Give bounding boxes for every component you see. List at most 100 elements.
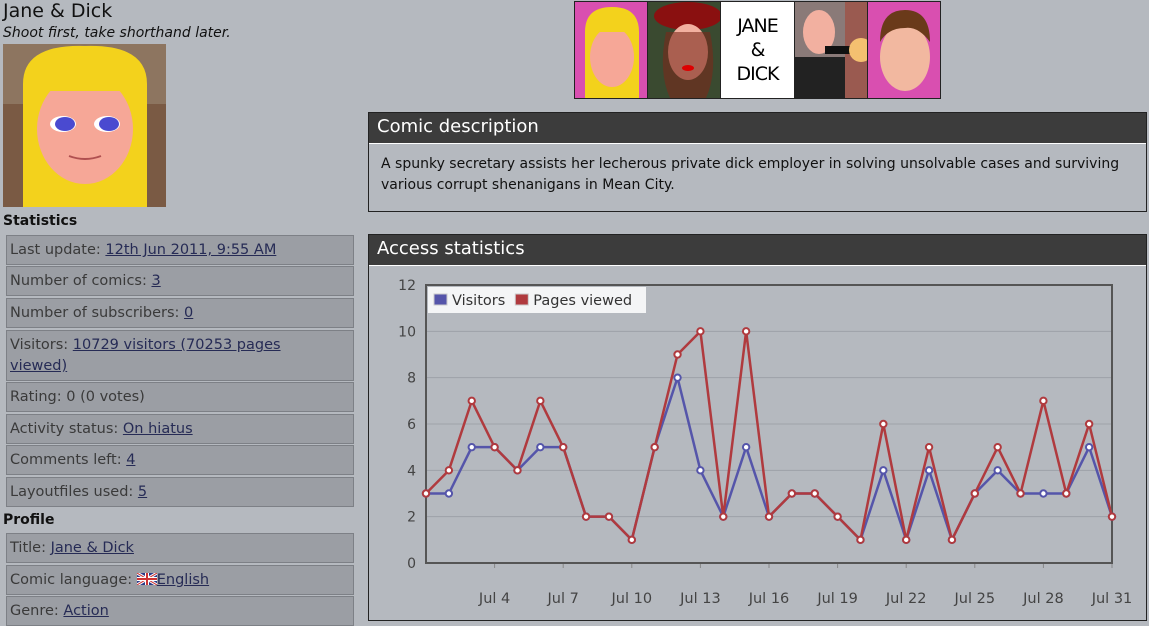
data-point: [1084, 442, 1094, 452]
data-point: [970, 489, 979, 498]
label: Comments left:: [10, 452, 127, 468]
label: Visitors:: [10, 337, 73, 353]
title-link[interactable]: Jane & Dick: [50, 540, 134, 556]
data-point: [741, 327, 751, 336]
x-tick-label: Jul 10: [611, 591, 653, 607]
profile-genre: Genre: Action: [6, 596, 354, 626]
label: Layoutfiles used:: [10, 484, 138, 500]
x-tick-label: Jul 28: [1022, 591, 1064, 607]
comic-description-panel: Comic description A spunky secretary ass…: [368, 112, 1147, 212]
data-point: [764, 512, 774, 521]
legend-swatch: [514, 293, 529, 306]
genre-link[interactable]: Action: [63, 603, 109, 619]
data-point: [467, 396, 476, 406]
x-tick-label: Jul 4: [478, 591, 510, 607]
banner-logo: JANE & DICK: [721, 2, 795, 98]
data-point: [719, 512, 728, 521]
data-point: [490, 442, 499, 452]
language-link[interactable]: English: [156, 572, 210, 588]
avatar: [3, 44, 166, 207]
data-point: [536, 396, 545, 406]
data-point: [741, 442, 751, 452]
y-tick-label: 4: [407, 463, 416, 479]
legend-swatch: [433, 293, 448, 306]
data-point: [444, 489, 454, 498]
data-point: [513, 466, 522, 475]
legend-label: Visitors: [452, 293, 505, 309]
label: Comic language:: [10, 572, 137, 588]
stat-subscribers: Number of subscribers: 0: [6, 298, 354, 328]
access-heading: Access statistics: [369, 235, 1146, 266]
subscribers-link[interactable]: 0: [184, 305, 194, 321]
label: Number of comics:: [10, 273, 152, 289]
data-point: [1107, 512, 1117, 521]
visitors-link[interactable]: 10729 visitors (70253 pages viewed): [10, 337, 281, 374]
y-tick-label: 6: [407, 417, 416, 433]
last-update-link[interactable]: 12th Jun 2011, 9:55 AM: [105, 242, 277, 258]
y-tick-label: 10: [398, 324, 416, 340]
data-point: [879, 419, 888, 429]
data-point: [1062, 489, 1071, 498]
access-statistics-panel: Access statistics 0 2 4 6 8 10 12 Jul 4 Jul 7 Jul…: [368, 234, 1147, 621]
data-point: [947, 535, 957, 545]
data-point: [627, 535, 636, 545]
uk-flag-icon: [135, 571, 158, 587]
x-tick-label: Jul 22: [885, 591, 927, 607]
data-point: [581, 512, 591, 521]
banner-jane: [575, 2, 649, 98]
data-point: [1039, 489, 1048, 498]
data-point: [421, 489, 431, 498]
x-tick-label: Jul 13: [679, 591, 721, 607]
comics-count-link[interactable]: 3: [151, 273, 161, 289]
legend-label: Pages viewed: [533, 293, 632, 309]
access-chart: 0 2 4 6 8 10 12 Jul 4 Jul 7 Jul 10 Jul 13 Jul 16 Jul…: [398, 278, 1133, 607]
data-point: [902, 535, 911, 545]
x-tick-label: Jul 31: [1091, 591, 1133, 607]
label: Number of subscribers:: [10, 305, 185, 321]
stat-comments: Comments left: 4: [6, 445, 354, 475]
data-point: [444, 466, 454, 475]
banner-woman: [648, 2, 722, 98]
data-point: [810, 489, 819, 498]
stat-activity: Activity status: On hiatus: [6, 414, 354, 444]
banner-dick: [867, 2, 941, 98]
comments-link[interactable]: 4: [126, 452, 136, 468]
data-point: [650, 442, 659, 452]
label: Last update:: [10, 242, 106, 258]
x-tick-label: Jul 16: [748, 591, 790, 607]
profile-language: Comic language: English: [6, 565, 354, 595]
data-point: [787, 489, 797, 498]
y-tick-label: 0: [407, 556, 416, 572]
description-text: A spunky secretary assists her lecherous…: [381, 156, 1120, 193]
stat-comics: Number of comics: 3: [6, 266, 354, 296]
data-point: [696, 466, 705, 475]
data-point: [924, 442, 934, 452]
x-tick-label: Jul 19: [816, 591, 858, 607]
comic-banner[interactable]: JANE & DICK: [574, 1, 941, 99]
label: Activity status:: [10, 421, 123, 437]
y-tick-label: 8: [407, 371, 416, 387]
plot-frame: [425, 284, 1113, 564]
stat-last-update: Last update: 12th Jun 2011, 9:55 AM: [6, 235, 354, 265]
statistics-heading: Statistics: [3, 213, 78, 229]
x-tick-label: Jul 7: [547, 591, 579, 607]
layoutfiles-link[interactable]: 5: [137, 484, 148, 500]
activity-status-link[interactable]: On hiatus: [122, 421, 193, 437]
data-point: [879, 466, 888, 475]
x-tick-label: Jul 25: [954, 591, 996, 607]
data-point: [604, 512, 614, 521]
data-point: [1016, 489, 1025, 498]
data-point: [924, 466, 934, 475]
data-point: [673, 373, 682, 382]
y-tick-label: 12: [398, 278, 416, 294]
stat-rating: Rating: 0 (0 votes): [6, 382, 354, 412]
comic-title: Jane & Dick: [3, 0, 113, 22]
banner-shooter: [794, 2, 868, 98]
data-point: [673, 350, 682, 359]
y-tick-label: 2: [407, 510, 416, 526]
data-point: [833, 512, 842, 521]
label: Title:: [10, 540, 51, 556]
profile-heading: Profile: [3, 512, 55, 528]
label: Genre:: [10, 603, 64, 619]
profile-title: Title: Jane & Dick: [6, 533, 354, 563]
